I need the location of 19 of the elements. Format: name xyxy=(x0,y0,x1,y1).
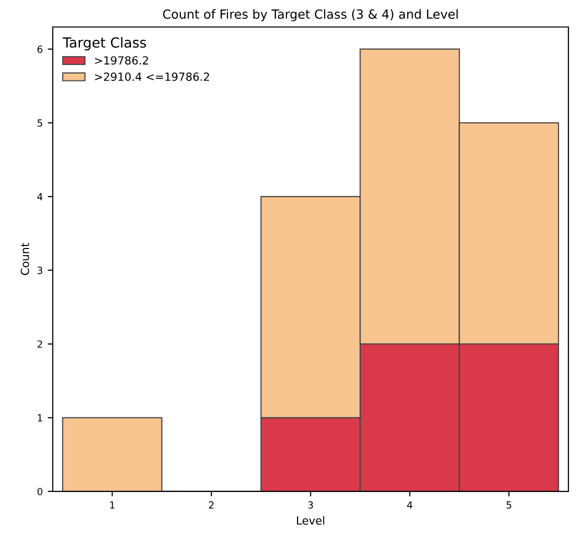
y-tick-label: 5 xyxy=(38,119,42,127)
legend-label: >19786.2 xyxy=(95,56,148,65)
x-tick-label: 1 xyxy=(110,501,114,509)
x-tick-label: 5 xyxy=(506,501,512,509)
legend-title: Target Class xyxy=(62,37,146,50)
legend-label: >2910.4 <=19786.2 xyxy=(95,72,210,81)
y-tick-label: 3 xyxy=(38,266,42,274)
y-tick-label: 0 xyxy=(37,488,42,496)
x-axis-title: Level xyxy=(297,516,324,525)
y-tick-label: 2 xyxy=(38,340,42,348)
chart-title: Count of Fires by Target Class (3 & 4) and Level xyxy=(163,9,458,22)
y-tick-label: 1 xyxy=(38,414,42,422)
x-tick-label: 4 xyxy=(407,501,412,509)
y-tick-label: 6 xyxy=(38,46,42,53)
x-tick-label: 2 xyxy=(209,501,214,509)
y-tick-label: 4 xyxy=(37,193,42,200)
bar xyxy=(62,417,162,492)
y-axis-title: Count xyxy=(20,242,30,276)
x-tick-label: 3 xyxy=(308,501,313,509)
